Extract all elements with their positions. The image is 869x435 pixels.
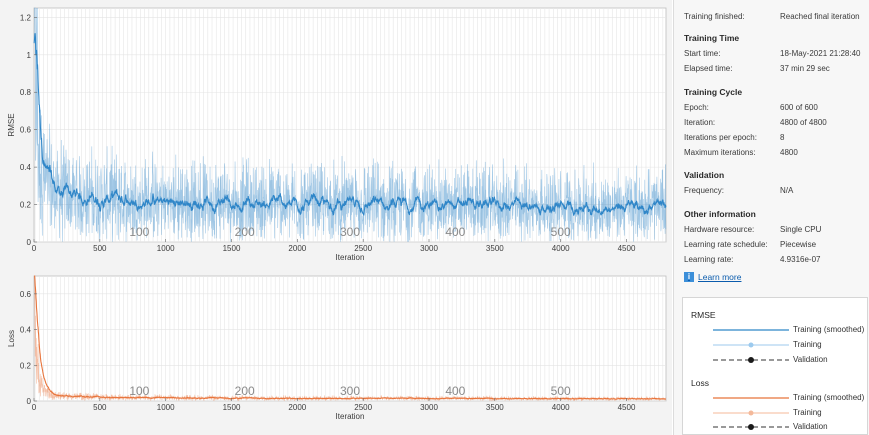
hardware-resource-value: Single CPU (780, 225, 822, 234)
rmse-epoch-gridlines (34, 8, 664, 242)
start-time-label: Start time: (684, 49, 721, 58)
loss-x-tick-label: 3500 (486, 403, 504, 412)
rmse-x-tick-label: 2000 (288, 244, 306, 253)
lr-schedule-label: Learning rate schedule: (684, 240, 768, 249)
loss-x-tick-label: 4500 (618, 403, 636, 412)
loss-y-tick-label: 0.2 (20, 361, 32, 370)
loss-x-tick-label: 4000 (552, 403, 570, 412)
legend-loss-validation-label: Validation (793, 422, 828, 431)
rmse-x-tick-label: 0 (32, 244, 37, 253)
training-cycle-heading: Training Cycle (684, 87, 743, 97)
rmse-epoch-label: 300 (340, 225, 360, 239)
rmse-training-smoothed-series (33, 33, 667, 217)
loss-epoch-label: 300 (340, 384, 360, 398)
rmse-y-tick-label: 1.2 (20, 13, 32, 22)
rmse-y-tick-label: 0.8 (20, 88, 32, 97)
status-value: Reached final iteration (780, 12, 860, 21)
max-iterations-label: Maximum iterations: (684, 148, 756, 157)
legend-loss-validation-line (713, 424, 789, 430)
rmse-x-tick-label: 4000 (552, 244, 570, 253)
loss-x-tick-label: 1000 (157, 403, 175, 412)
rmse-training-series (33, 7, 667, 242)
status-label: Training finished: (684, 12, 745, 21)
frequency-value: N/A (780, 186, 794, 195)
legend-rmse-smoothed-label: Training (smoothed) (793, 325, 865, 334)
rmse-epoch-label: 500 (551, 225, 571, 239)
loss-y-tick-label: 0 (27, 397, 32, 406)
loss-y-tick-label: 0.6 (20, 290, 32, 299)
rmse-y-tick-label: 1 (27, 51, 32, 60)
loss-epoch-label: 500 (551, 384, 571, 398)
legend-loss-training-line (713, 410, 789, 416)
rmse-y-tick-label: 0.2 (20, 201, 32, 210)
rmse-x-tick-label: 1000 (157, 244, 175, 253)
legend-loss-smoothed-label: Training (smoothed) (793, 393, 865, 402)
legend-rmse-training-label: Training (793, 340, 822, 349)
loss-plot-area (33, 275, 667, 402)
learning-rate-label: Learning rate: (684, 255, 734, 264)
elapsed-time-label: Elapsed time: (684, 64, 733, 73)
loss-epoch-label: 100 (129, 384, 149, 398)
loss-epoch-gridlines (34, 276, 664, 401)
training-time-heading: Training Time (684, 33, 740, 43)
frequency-label: Frequency: (684, 186, 725, 195)
rmse-epoch-label: 200 (235, 225, 255, 239)
rmse-y-tick-label: 0.6 (20, 126, 32, 135)
loss-epoch-label: 400 (445, 384, 465, 398)
iterations-per-epoch-label: Iterations per epoch: (684, 133, 757, 142)
loss-y-axis-label: Loss (7, 330, 16, 347)
loss-x-axis-label: Iteration (336, 412, 365, 421)
epoch-label: Epoch: (684, 103, 709, 112)
rmse-x-tick-label: 3000 (420, 244, 438, 253)
loss-epoch-label: 200 (235, 384, 255, 398)
other-info-heading: Other information (684, 209, 756, 219)
legend-loss-training-label: Training (793, 408, 822, 417)
validation-heading: Validation (684, 170, 725, 180)
hardware-resource-label: Hardware resource: (684, 225, 755, 234)
rmse-x-tick-label: 2500 (354, 244, 372, 253)
start-time-value: 18-May-2021 21:28:40 (780, 49, 861, 58)
learn-more-link[interactable]: i Learn more (684, 272, 741, 282)
rmse-epoch-label: 400 (445, 225, 465, 239)
rmse-y-axis-label: RMSE (7, 113, 16, 136)
loss-y-tick-label: 0.4 (20, 326, 32, 335)
legend-rmse-smoothed-line (713, 329, 789, 331)
learning-rate-value: 4.9316e-07 (780, 255, 821, 264)
rmse-x-tick-label: 500 (93, 244, 107, 253)
rmse-y-tick-label: 0.4 (20, 163, 32, 172)
legend-loss-smoothed-line (713, 397, 789, 399)
info-icon: i (684, 272, 694, 282)
loss-x-tick-label: 1500 (223, 403, 241, 412)
lr-schedule-value: Piecewise (780, 240, 817, 249)
legend-loss-title: Loss (691, 378, 709, 388)
legend-rmse-validation-line (713, 357, 789, 363)
rmse-x-tick-label: 4500 (618, 244, 636, 253)
elapsed-time-value: 37 min 29 sec (780, 64, 830, 73)
loss-x-tick-label: 2500 (354, 403, 372, 412)
loss-x-tick-label: 3000 (420, 403, 438, 412)
rmse-y-tick-label: 0 (27, 238, 32, 247)
training-plots-area: 100 200 300 400 500 0 0.2 0.4 0.6 0.8 1 1.2 0 500 1000… (0, 0, 672, 435)
loss-x-tick-label: 500 (93, 403, 107, 412)
loss-x-tick-label: 0 (32, 403, 37, 412)
iteration-value: 4800 of 4800 (780, 118, 827, 127)
iterations-per-epoch-value: 8 (780, 133, 785, 142)
legend-rmse-validation-label: Validation (793, 355, 828, 364)
legend-rmse-training-line (713, 342, 789, 348)
rmse-x-tick-label: 3500 (486, 244, 504, 253)
rmse-x-tick-label: 1500 (223, 244, 241, 253)
epoch-value: 600 of 600 (780, 103, 818, 112)
iteration-label: Iteration: (684, 118, 716, 127)
loss-x-tick-label: 2000 (288, 403, 306, 412)
max-iterations-value: 4800 (780, 148, 798, 157)
rmse-x-axis-label: Iteration (336, 253, 365, 262)
plot-legend: RMSE Training (smoothed) Training Valida… (682, 297, 868, 435)
learn-more-label: Learn more (698, 272, 742, 282)
rmse-epoch-label: 100 (129, 225, 149, 239)
legend-rmse-title: RMSE (691, 310, 716, 320)
